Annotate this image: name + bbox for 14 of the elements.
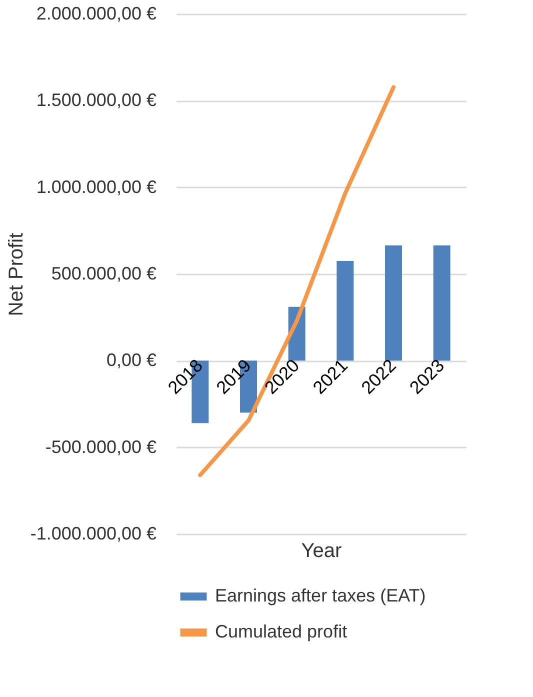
bar bbox=[385, 245, 402, 361]
y-tick-label: 0,00 € bbox=[106, 350, 156, 370]
y-tick-label: 500.000,00 € bbox=[51, 264, 156, 284]
y-tick-label: 2.000.000,00 € bbox=[36, 4, 156, 24]
x-axis-title: Year bbox=[301, 540, 342, 562]
y-tick-label: -500.000,00 € bbox=[45, 436, 156, 457]
legend-label: Earnings after taxes (EAT) bbox=[215, 586, 426, 606]
bar bbox=[336, 261, 354, 361]
bar bbox=[433, 245, 450, 361]
y-tick-label: -1.000.000,00 € bbox=[30, 524, 156, 544]
y-axis-title: Net Profit bbox=[5, 232, 28, 316]
y-tick-label: 1.500.000,00 € bbox=[36, 90, 156, 110]
y-tick-label: 1.000.000,00 € bbox=[36, 176, 156, 197]
legend-label: Cumulated profit bbox=[215, 622, 348, 642]
